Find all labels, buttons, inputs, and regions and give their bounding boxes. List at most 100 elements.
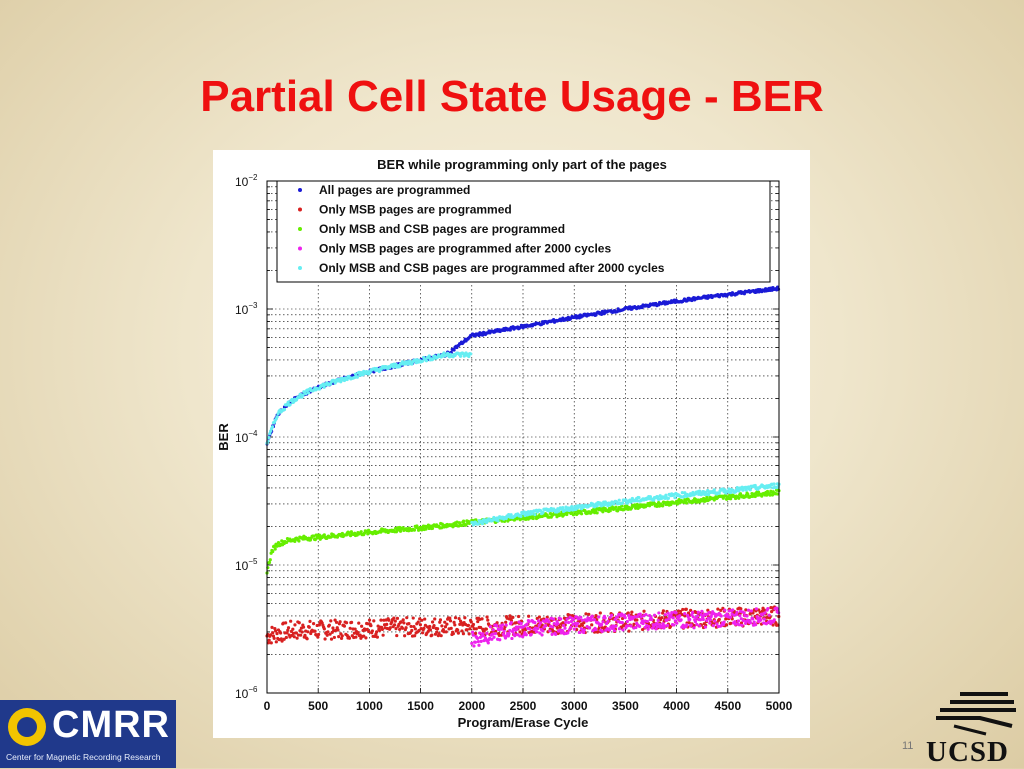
data-point [566,620,571,625]
data-point [527,614,531,618]
data-point [737,496,741,500]
data-point [504,623,508,627]
data-point [477,643,481,647]
data-point [598,611,602,615]
data-point [750,491,754,496]
data-point [322,533,326,537]
data-point [336,628,340,632]
data-point [684,607,688,611]
data-point [738,614,742,618]
data-point [652,613,657,617]
data-point [369,624,373,628]
data-point [462,519,466,523]
x-tick-labels: 0 500 1000 1500 2000 2500 3000 3500 4000 4500 5000 [264,688,793,713]
data-point [301,393,305,397]
data-point [268,432,272,436]
data-point [471,633,475,637]
data-point [574,624,579,628]
data-point [727,487,731,491]
data-point [443,625,448,629]
data-point [322,627,326,631]
data-point [328,632,332,636]
data-point [551,617,556,621]
data-point [379,367,383,372]
data-point [460,523,464,528]
data-point [361,373,365,377]
data-point [379,530,383,534]
data-point [438,618,443,622]
data-point [512,518,516,522]
data-point [329,619,333,623]
data-point [375,635,379,639]
data-point [767,613,771,617]
data-point [272,636,276,640]
data-point [325,633,329,637]
data-point [475,636,480,640]
data-point [587,612,591,616]
data-point [696,610,700,614]
data-point [678,614,682,618]
data-point [686,615,690,619]
data-point [719,614,723,618]
data-point [540,633,544,637]
data-point [484,627,488,631]
data-point [666,496,671,500]
data-point [571,617,576,621]
y-tick-labels: 10−6 10−5 10−4 10−3 10−2 [235,173,258,701]
data-point [415,358,419,362]
data-point [485,615,489,619]
data-point [476,639,480,644]
data-point [481,634,485,638]
data-point [439,526,444,530]
data-point [737,623,741,627]
data-point [615,615,619,619]
data-point [293,623,297,627]
data-point [673,496,677,500]
data-point [736,619,741,623]
data-point [578,630,582,635]
data-point [317,533,322,537]
data-point [403,634,407,638]
data-point [399,620,403,624]
data-point [740,623,744,628]
data-point [604,621,609,626]
data-point [689,623,693,627]
data-point [286,628,290,632]
data-point [423,617,427,621]
data-point [635,499,639,503]
data-point [495,624,499,628]
y-tick-label: 10−3 [235,301,258,317]
data-point [453,623,457,627]
data-point [327,623,331,627]
data-point [695,622,699,627]
data-point [671,616,675,620]
data-point [334,620,339,624]
data-point [612,629,617,633]
x-tick-label: 3000 [561,699,588,713]
data-point [745,614,749,618]
data-point [539,509,543,513]
data-point [424,527,428,531]
data-point [503,636,508,640]
data-point [621,628,625,632]
ber-chart: BER while programming only part of the p… [216,157,793,730]
data-point [711,624,715,628]
data-point [548,629,552,633]
data-point [658,494,662,498]
data-point [622,613,627,617]
data-point [582,628,586,632]
legend-label: Only MSB pages are programmed [319,203,512,217]
data-point [508,614,512,618]
data-point [715,622,719,626]
data-point [306,391,311,395]
data-point [551,625,555,629]
data-point [625,619,629,624]
data-point [381,633,385,637]
data-point [595,504,599,508]
data-point [624,498,628,502]
data-point [644,613,648,617]
data-point [685,299,689,303]
data-point [620,612,624,616]
data-point [600,626,605,630]
data-point [440,624,444,628]
